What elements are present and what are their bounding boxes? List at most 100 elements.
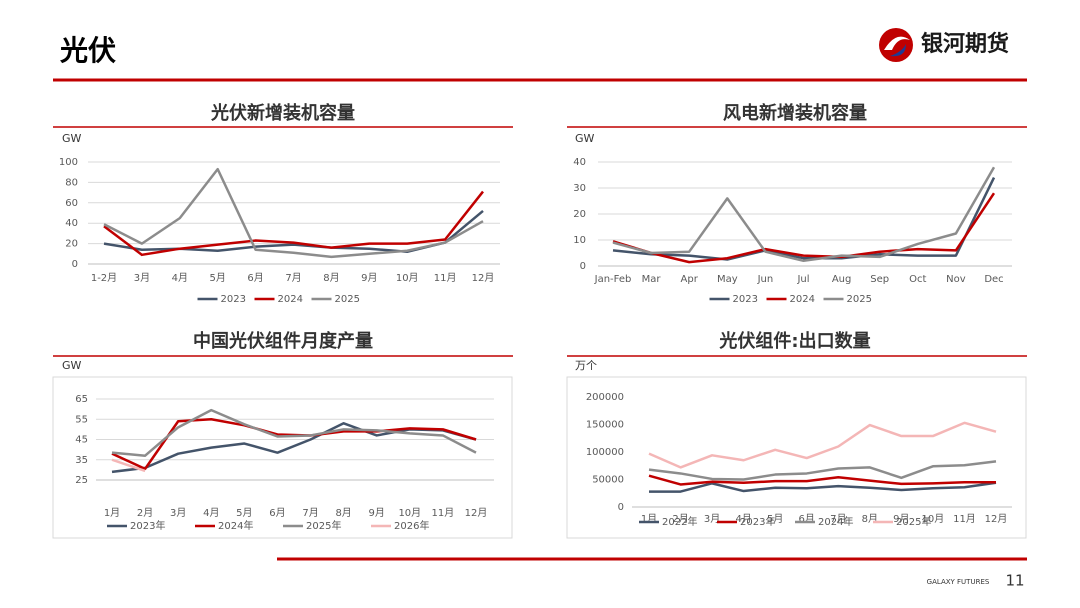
- logo-icon: [879, 28, 913, 62]
- y-tick-label: 40: [573, 157, 586, 168]
- x-tick-label: 7月: [285, 272, 301, 284]
- chart-title: 风电新增装机容量: [723, 102, 867, 124]
- x-tick-label: 4月: [203, 507, 219, 519]
- legend-label: 2023年: [740, 515, 775, 528]
- legend-label: 2023年: [130, 519, 165, 532]
- footer-brand: GALAXY FUTURES: [927, 578, 990, 586]
- x-tick-label: 4月: [172, 272, 188, 284]
- y-tick-label: 200000: [586, 392, 624, 403]
- y-tick-label: 55: [75, 414, 88, 425]
- y-tick-label: 30: [573, 183, 586, 194]
- y-tick-label: 45: [75, 435, 88, 446]
- y-tick-label: 0: [580, 261, 586, 272]
- chart-frame: [52, 376, 513, 539]
- x-tick-label: 5月: [767, 513, 783, 525]
- y-tick-label: 35: [75, 455, 88, 466]
- x-tick-label: 6月: [247, 272, 263, 284]
- x-tick-label: Nov: [946, 274, 966, 285]
- y-axis-label: GW: [62, 359, 82, 372]
- y-axis-label: GW: [575, 132, 595, 145]
- y-axis-label: GW: [62, 132, 82, 145]
- legend-label: 2024: [790, 294, 815, 305]
- series-line: [111, 418, 477, 471]
- y-tick-label: 150000: [586, 420, 624, 431]
- legend-label: 2024年: [218, 519, 253, 532]
- legend-label: 2022年: [662, 515, 697, 528]
- x-tick-label: Oct: [909, 274, 926, 285]
- legend-label: 2023: [221, 294, 246, 305]
- chart-frame: [566, 376, 1027, 539]
- x-tick-label: 8月: [335, 507, 351, 519]
- x-tick-label: 9月: [361, 272, 377, 284]
- y-tick-label: 10: [573, 235, 586, 246]
- x-tick-label: 10月: [396, 272, 419, 284]
- legend-label: 2025年: [896, 515, 931, 528]
- x-tick-label: 5月: [236, 507, 252, 519]
- legend-label: 2025: [847, 294, 872, 305]
- legend-label: 2023: [733, 294, 758, 305]
- y-tick-label: 50000: [592, 475, 624, 486]
- x-tick-label: 12月: [472, 272, 495, 284]
- series-line: [648, 474, 996, 486]
- y-tick-label: 0: [72, 259, 78, 270]
- x-tick-label: May: [717, 274, 738, 285]
- x-tick-label: 10月: [922, 513, 945, 525]
- logo: 银河期货: [879, 28, 1009, 62]
- x-tick-label: 12月: [985, 513, 1008, 525]
- x-tick-label: 9月: [369, 507, 385, 519]
- x-tick-label: 2月: [672, 513, 688, 525]
- x-tick-label: 11月: [953, 513, 976, 525]
- y-tick-label: 100000: [586, 447, 624, 458]
- logo-swoosh: [884, 36, 910, 50]
- series-line: [612, 166, 996, 263]
- x-tick-label: 12月: [465, 507, 488, 519]
- legend-label: 2025: [335, 294, 360, 305]
- x-tick-label: 2月: [137, 507, 153, 519]
- logo-text: 银河期货: [921, 31, 1009, 57]
- logo-swoosh: [890, 44, 906, 57]
- x-tick-label: 11月: [434, 272, 457, 284]
- x-tick-label: 9月: [893, 513, 909, 525]
- series-line: [648, 460, 997, 481]
- x-tick-label: 10月: [398, 507, 421, 519]
- series-line: [648, 421, 997, 469]
- chart-title: 中国光伏组件月度产量: [193, 330, 373, 352]
- series-line: [111, 408, 477, 457]
- x-tick-label: 3月: [170, 507, 186, 519]
- y-tick-label: 20: [65, 239, 78, 250]
- y-tick-label: 0: [618, 502, 624, 513]
- x-tick-label: 11月: [432, 507, 455, 519]
- x-tick-label: Apr: [681, 274, 699, 285]
- y-tick-label: 100: [59, 157, 78, 168]
- x-tick-label: 8月: [323, 272, 339, 284]
- x-tick-label: Dec: [984, 274, 1003, 285]
- y-tick-label: 60: [65, 198, 78, 209]
- y-tick-label: 20: [573, 209, 586, 220]
- legend-label: 2025年: [306, 519, 341, 532]
- x-tick-label: Sep: [870, 274, 889, 285]
- slide-title: 光伏: [59, 34, 116, 67]
- series-line: [103, 167, 484, 259]
- x-tick-label: Jan-Feb: [594, 274, 632, 285]
- chart-title: 光伏组件:出口数量: [718, 330, 870, 352]
- series-line: [111, 422, 477, 474]
- x-tick-label: 4月: [735, 513, 751, 525]
- x-tick-label: 5月: [210, 272, 226, 284]
- x-tick-label: Jul: [796, 274, 809, 285]
- y-tick-label: 25: [75, 475, 88, 486]
- x-tick-label: 1-2月: [91, 272, 117, 284]
- y-axis-label: 万个: [575, 359, 597, 372]
- x-tick-label: 3月: [134, 272, 150, 284]
- page-number: 11: [1005, 572, 1024, 590]
- series-line: [111, 458, 146, 473]
- y-tick-label: 80: [65, 177, 78, 188]
- x-tick-label: 1月: [104, 507, 120, 519]
- legend-label: 2024: [278, 294, 303, 305]
- chart-title: 光伏新增装机容量: [210, 102, 355, 124]
- series-line: [612, 177, 996, 261]
- x-tick-label: Mar: [642, 274, 662, 285]
- y-tick-label: 40: [65, 218, 78, 229]
- x-tick-label: 7月: [830, 513, 846, 525]
